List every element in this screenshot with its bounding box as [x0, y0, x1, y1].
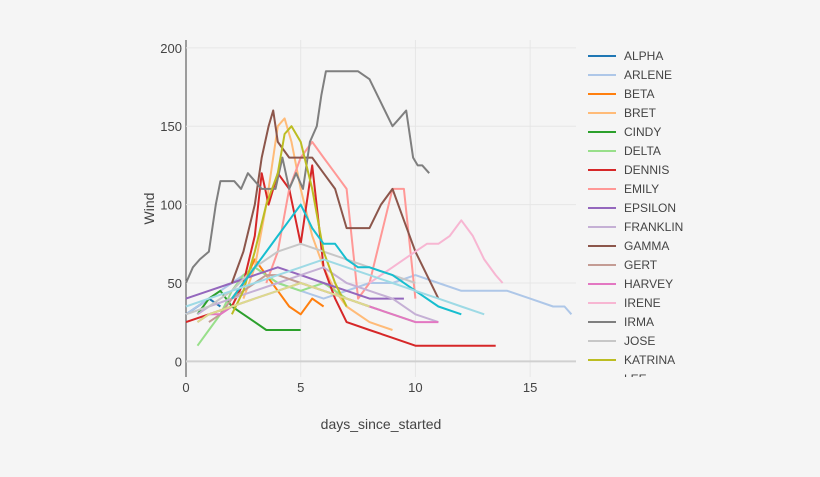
x-tick-label: 0: [182, 380, 189, 395]
legend-label: GAMMA: [624, 239, 669, 253]
series-layer: [185, 70, 573, 347]
legend-item-dennis[interactable]: DENNIS: [588, 163, 669, 177]
y-tick-label: 100: [160, 198, 182, 213]
legend-item-bret[interactable]: BRET: [588, 106, 657, 120]
legend-item-epsilon[interactable]: EPSILON: [588, 201, 676, 215]
legend-label: ARLENE: [624, 68, 672, 82]
legend-item-emily[interactable]: EMILY: [588, 182, 659, 196]
series-line-gamma: [230, 109, 440, 300]
legend-label: JOSE: [624, 334, 655, 348]
legend-item-gert[interactable]: GERT: [588, 258, 658, 272]
legend-label: KATRINA: [624, 353, 675, 367]
legend-label: BETA: [624, 87, 654, 101]
series-line-series-18: [231, 203, 462, 316]
y-tick-label: 200: [160, 41, 182, 56]
legend-label: DENNIS: [624, 163, 669, 177]
legend-item-irene[interactable]: IRENE: [588, 296, 661, 310]
legend-label: DELTA: [624, 144, 661, 158]
legend-item-jose[interactable]: JOSE: [588, 334, 655, 348]
plot-area: [186, 40, 576, 377]
y-tick-label: 150: [160, 119, 182, 134]
legend-item-delta[interactable]: DELTA: [588, 144, 661, 158]
series-line-katrina: [231, 125, 348, 315]
legend: ALPHA ARLENE BETA BRET CINDY DELTA DENNIS EMILY…: [588, 49, 683, 386]
legend-label: IRENE: [624, 296, 661, 310]
legend-label: BRET: [624, 106, 657, 120]
series-line-irene: [368, 219, 504, 284]
x-axis-title: days_since_started: [321, 416, 442, 432]
y-tick-label: 50: [168, 276, 182, 291]
legend-label: EPSILON: [624, 201, 676, 215]
x-tick-label: 5: [297, 380, 304, 395]
legend-label: ALPHA: [624, 49, 663, 63]
legend-label: EMILY: [624, 182, 659, 196]
axis-layer: days_since_started Wind 0 5 10 150501001502…: [141, 41, 537, 432]
legend-label: IRMA: [624, 315, 654, 329]
legend-label: FRANKLIN: [624, 220, 683, 234]
legend-item-arlene[interactable]: ARLENE: [588, 68, 672, 82]
y-tick-label: 0: [175, 354, 182, 369]
series-line-series-19: [185, 258, 485, 316]
legend-label: GERT: [624, 258, 658, 272]
legend-item-katrina[interactable]: KATRINA: [588, 353, 675, 367]
legend-item-cindy[interactable]: CINDY: [588, 125, 661, 139]
series-line-lee: [196, 282, 370, 323]
legend-item-gamma[interactable]: GAMMA: [588, 239, 669, 253]
legend-item-beta[interactable]: BETA: [588, 87, 654, 101]
series-line-franklin: [196, 266, 439, 324]
legend-item-harvey[interactable]: HARVEY: [588, 277, 673, 291]
legend-item-irma[interactable]: IRMA: [588, 315, 654, 329]
y-axis-title: Wind: [141, 193, 157, 225]
legend-item-lee[interactable]: LEE: [588, 372, 647, 386]
legend-item-alpha[interactable]: ALPHA: [588, 49, 663, 63]
legend-label: LEE: [624, 372, 647, 386]
series-line-dennis: [185, 164, 496, 347]
series-line-cindy: [196, 289, 301, 331]
x-tick-label: 15: [523, 380, 537, 395]
x-tick-label: 10: [408, 380, 422, 395]
legend-label: CINDY: [624, 125, 661, 139]
legend-item-franklin[interactable]: FRANKLIN: [588, 220, 683, 234]
series-line-irma: [185, 70, 430, 284]
legend-label: HARVEY: [624, 277, 673, 291]
